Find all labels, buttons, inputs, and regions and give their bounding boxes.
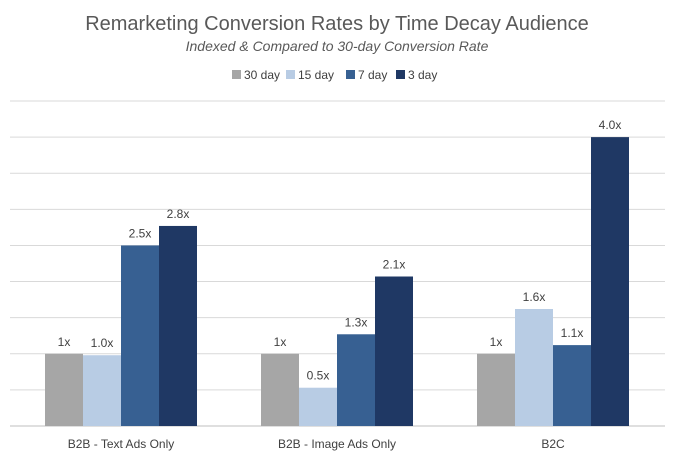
category-labels: B2B - Text Ads Only B2B - Image Ads Only B… (68, 437, 565, 451)
chart-title: Remarketing Conversion Rates by Time Dec… (85, 13, 589, 35)
legend-label: 3 day (408, 68, 437, 82)
category-label: B2B - Image Ads Only (278, 437, 396, 451)
bar (337, 334, 375, 426)
legend-swatch (286, 70, 295, 79)
bar-value-label: 2.8x (167, 207, 190, 221)
bar-value-label: 1x (58, 335, 71, 349)
bar-value-label: 1.3x (345, 315, 368, 329)
legend-swatch (396, 70, 405, 79)
legend-swatch (346, 70, 355, 79)
bar (591, 137, 629, 426)
bar (515, 309, 553, 426)
bar-value-label: 2.1x (383, 258, 406, 272)
bar-value-label: 1x (490, 335, 503, 349)
bar (477, 353, 515, 426)
bar-value-label: 1.6x (523, 290, 546, 304)
bar-value-label: 1.1x (561, 326, 584, 340)
value-labels: 1x 1.0x 2.5x 2.8x 1x 0.5x 1.3x 2.1x 1x 1.6x 1.1x 4.… (58, 118, 622, 383)
legend-label: 30 day (244, 68, 280, 82)
bar (553, 345, 591, 426)
bar-value-label: 1.0x (91, 336, 114, 350)
bar (299, 387, 337, 426)
bar-value-label: 1x (274, 335, 287, 349)
bar-value-label: 0.5x (307, 369, 330, 383)
bar (261, 353, 299, 426)
bars (45, 137, 629, 426)
bar-value-label: 2.5x (129, 226, 152, 240)
bar (121, 245, 159, 426)
bar (45, 353, 83, 426)
category-label: B2C (541, 437, 565, 451)
legend-swatch (232, 70, 241, 79)
category-label: B2B - Text Ads Only (68, 437, 175, 451)
legend-label: 7 day (358, 68, 387, 82)
legend: 30 day 15 day 7 day 3 day (232, 68, 437, 82)
bar (375, 276, 413, 426)
bar-value-label: 4.0x (599, 118, 622, 132)
legend-label: 15 day (298, 68, 334, 82)
bar (159, 225, 197, 426)
chart-subtitle: Indexed & Compared to 30-day Conversion … (186, 38, 489, 54)
bar (83, 355, 121, 426)
